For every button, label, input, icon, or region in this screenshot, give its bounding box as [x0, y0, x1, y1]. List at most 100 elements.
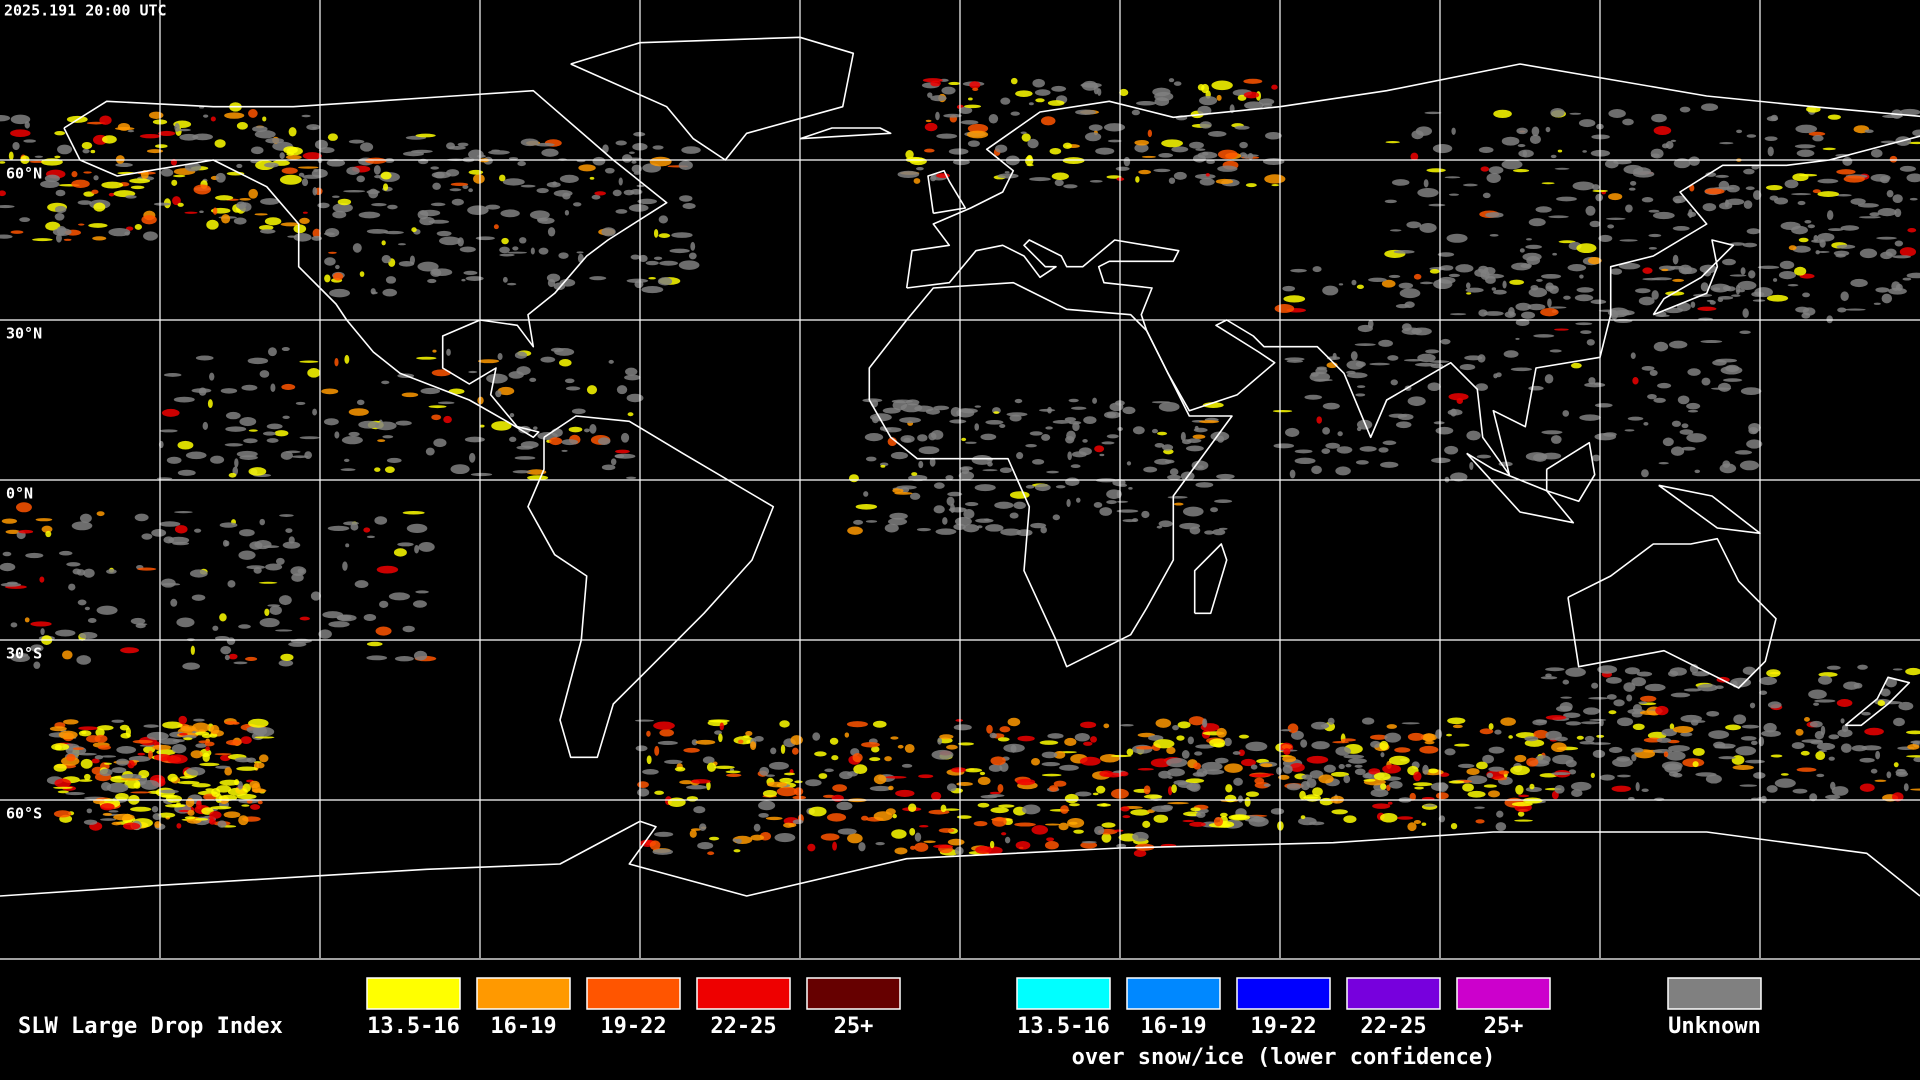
- cloud-patch: [1488, 746, 1505, 754]
- cloud-patch: [1457, 763, 1475, 769]
- cloud-patch: [608, 359, 614, 364]
- cloud-patch: [884, 775, 907, 779]
- cloud-patch: [686, 796, 699, 802]
- cloud-patch: [365, 157, 387, 164]
- cloud-patch: [507, 251, 527, 254]
- cloud-patch: [178, 809, 191, 813]
- cloud-patch: [291, 455, 309, 459]
- cloud-patch: [332, 195, 340, 198]
- cloud-patch: [1554, 328, 1569, 331]
- cloud-patch: [1016, 452, 1024, 460]
- cloud-patch: [1046, 837, 1055, 842]
- cloud-patch: [1535, 206, 1552, 213]
- cloud-patch: [1340, 738, 1356, 742]
- cloud-patch: [366, 655, 388, 661]
- cloud-patch: [205, 788, 215, 792]
- cloud-patch: [1687, 211, 1697, 218]
- cloud-patch: [202, 752, 210, 763]
- cloud-patch: [1701, 377, 1711, 386]
- cloud-patch: [262, 545, 280, 549]
- cloud-patch: [1672, 726, 1694, 734]
- cloud-patch: [1204, 530, 1215, 535]
- cloud-patch: [1284, 357, 1305, 361]
- cloud-patch: [450, 182, 469, 187]
- cloud-patch: [1515, 302, 1532, 311]
- cloud-patch: [180, 725, 196, 732]
- cloud-patch: [45, 221, 61, 231]
- cloud-patch: [58, 730, 78, 740]
- cloud-patch: [387, 204, 398, 210]
- cloud-patch: [1419, 281, 1434, 285]
- cloud-patch: [1348, 758, 1367, 764]
- cloud-patch: [1116, 500, 1129, 503]
- cloud-patch: [1123, 156, 1131, 167]
- cloud-patch: [293, 233, 312, 242]
- cloud-patch: [1745, 186, 1755, 191]
- cloud-patch: [1826, 665, 1841, 670]
- cloud-patch: [217, 820, 227, 828]
- cloud-patch: [398, 260, 415, 267]
- cloud-patch: [1488, 790, 1500, 798]
- cloud-patch: [1134, 143, 1149, 153]
- cloud-patch: [259, 754, 269, 763]
- cloud-patch: [1496, 810, 1504, 818]
- coastline: [527, 415, 775, 759]
- cloud-patch: [1084, 132, 1102, 142]
- cloud-patch: [1232, 751, 1241, 755]
- cloud-patch: [1444, 445, 1459, 455]
- legend-label: 13.5-16: [367, 1014, 460, 1039]
- cloud-patch: [820, 833, 840, 841]
- cloud-patch: [1047, 733, 1064, 739]
- cloud-patch: [1478, 146, 1494, 154]
- cloud-patch: [999, 423, 1006, 428]
- cloud-patch: [956, 782, 973, 787]
- cloud-patch: [918, 446, 940, 455]
- cloud-patch: [1419, 745, 1439, 754]
- cloud-patch: [220, 388, 238, 394]
- cloud-patch: [1464, 355, 1483, 361]
- cloud-patch: [1156, 525, 1163, 529]
- cloud-patch: [54, 212, 65, 221]
- cloud-patch: [225, 426, 247, 432]
- cloud-patch: [1322, 285, 1339, 296]
- cloud-patch: [1666, 751, 1686, 761]
- cloud-patch: [1467, 790, 1486, 798]
- cloud-patch: [911, 472, 918, 476]
- legend-swatch: [1346, 977, 1441, 1010]
- cloud-patch: [1185, 445, 1204, 452]
- cloud-patch: [679, 195, 693, 202]
- coastline: [1466, 452, 1575, 524]
- cloud-patch: [52, 228, 72, 236]
- cloud-patch: [1004, 171, 1010, 174]
- cloud-patch: [1380, 812, 1398, 823]
- cloud-patch: [1800, 750, 1810, 756]
- cloud-patch: [642, 769, 659, 775]
- cloud-patch: [312, 408, 318, 416]
- cloud-patch: [1552, 252, 1558, 256]
- cloud-patch: [818, 773, 828, 779]
- cloud-patch: [1014, 398, 1023, 404]
- cloud-patch: [374, 421, 397, 431]
- cloud-patch: [78, 726, 99, 731]
- cloud-patch: [1437, 782, 1448, 793]
- cloud-patch: [54, 744, 62, 751]
- cloud-patch: [1281, 744, 1293, 750]
- cloud-patch: [432, 182, 441, 190]
- cloud-patch: [652, 848, 673, 855]
- cloud-patch: [690, 241, 696, 251]
- cloud-patch: [1422, 764, 1429, 775]
- cloud-patch: [123, 822, 141, 830]
- cloud-patch: [1137, 768, 1154, 771]
- cloud-patch: [612, 189, 622, 197]
- cloud-patch: [1182, 506, 1204, 517]
- cloud-patch: [1791, 225, 1808, 235]
- cloud-patch: [540, 356, 556, 363]
- cloud-patch: [1206, 159, 1215, 164]
- cloud-patch: [1414, 786, 1425, 790]
- cloud-patch: [1619, 239, 1638, 242]
- cloud-patch: [625, 476, 637, 480]
- cloud-patch: [1073, 829, 1084, 834]
- cloud-patch: [1644, 683, 1666, 692]
- cloud-patch: [873, 774, 887, 785]
- legend-label: 22-25: [1360, 1014, 1426, 1039]
